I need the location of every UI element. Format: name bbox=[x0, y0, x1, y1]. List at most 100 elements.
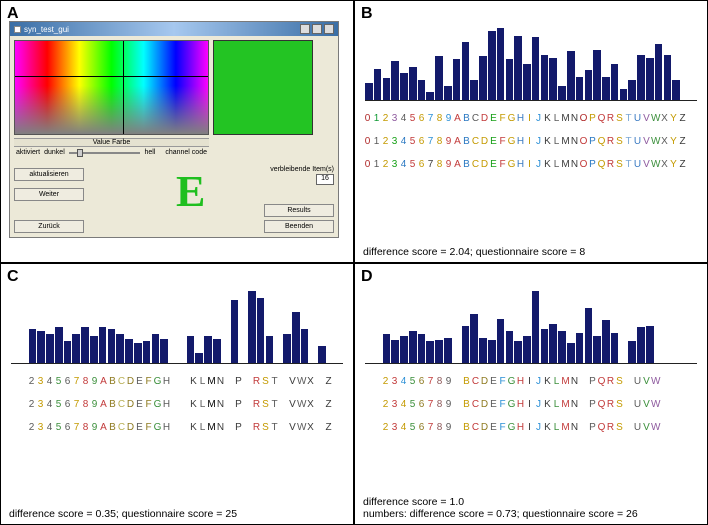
char: S bbox=[615, 159, 624, 170]
char: G bbox=[153, 422, 162, 433]
bar bbox=[593, 336, 601, 362]
char: B bbox=[462, 159, 471, 170]
char bbox=[678, 376, 687, 387]
window-controls bbox=[300, 24, 334, 34]
max-button[interactable] bbox=[312, 24, 322, 34]
bar bbox=[213, 339, 221, 363]
char: O bbox=[579, 136, 588, 147]
bar bbox=[418, 80, 426, 100]
bar bbox=[435, 340, 443, 363]
char: 1 bbox=[372, 113, 381, 124]
char bbox=[363, 422, 372, 433]
char: Z bbox=[678, 159, 687, 170]
char: 9 bbox=[444, 422, 453, 433]
char bbox=[678, 422, 687, 433]
bar bbox=[187, 336, 195, 362]
char: 5 bbox=[408, 422, 417, 433]
char: 2 bbox=[381, 422, 390, 433]
char: L bbox=[552, 422, 561, 433]
char: Q bbox=[597, 422, 606, 433]
char: E bbox=[135, 422, 144, 433]
char: 7 bbox=[426, 376, 435, 387]
char-row: 23456789 BCDEFGHIJKLMN PQRS UVW bbox=[363, 399, 699, 410]
char: B bbox=[462, 422, 471, 433]
bar bbox=[462, 42, 470, 100]
char: R bbox=[606, 113, 615, 124]
char: M bbox=[561, 399, 570, 410]
char bbox=[279, 422, 288, 433]
bar bbox=[541, 329, 549, 362]
char bbox=[669, 399, 678, 410]
char: 7 bbox=[426, 136, 435, 147]
char: C bbox=[471, 159, 480, 170]
btn-weiter[interactable]: Weiter bbox=[14, 188, 84, 201]
char: E bbox=[135, 399, 144, 410]
btn-aktual[interactable]: aktualisieren bbox=[14, 168, 84, 181]
bar bbox=[64, 341, 72, 363]
remaining-value: 16 bbox=[316, 174, 334, 185]
char: Q bbox=[597, 399, 606, 410]
char bbox=[624, 376, 633, 387]
btn-results[interactable]: Results bbox=[264, 204, 334, 217]
char: K bbox=[543, 113, 552, 124]
char: 4 bbox=[399, 136, 408, 147]
char bbox=[279, 376, 288, 387]
char: S bbox=[615, 113, 624, 124]
char: K bbox=[543, 422, 552, 433]
char bbox=[171, 422, 180, 433]
char: K bbox=[189, 399, 198, 410]
char: 9 bbox=[90, 399, 99, 410]
char: H bbox=[162, 376, 171, 387]
char: P bbox=[588, 159, 597, 170]
bar bbox=[488, 340, 496, 363]
value-slider[interactable] bbox=[69, 152, 141, 154]
char: A bbox=[99, 376, 108, 387]
close-button[interactable] bbox=[324, 24, 334, 34]
char: 6 bbox=[63, 399, 72, 410]
char: Y bbox=[669, 159, 678, 170]
btn-zurueck[interactable]: Zurück bbox=[14, 220, 84, 233]
char: F bbox=[498, 136, 507, 147]
char: K bbox=[189, 422, 198, 433]
char: G bbox=[153, 399, 162, 410]
bar bbox=[646, 58, 654, 100]
caption-c: difference score = 0.35; questionnaire s… bbox=[9, 508, 345, 520]
char: 2 bbox=[381, 399, 390, 410]
panel-b: B 0123456789ABCDEFGHIJKLMNOPQRSTUVWXYZ01… bbox=[354, 0, 708, 263]
char: Q bbox=[597, 376, 606, 387]
char: Z bbox=[324, 399, 333, 410]
bar bbox=[514, 36, 522, 100]
char: J bbox=[534, 113, 543, 124]
bar-chart-b bbox=[365, 23, 697, 101]
char bbox=[315, 399, 324, 410]
char: 8 bbox=[81, 422, 90, 433]
char: 9 bbox=[444, 399, 453, 410]
bar bbox=[488, 31, 496, 100]
char: N bbox=[570, 399, 579, 410]
char bbox=[372, 376, 381, 387]
char: 2 bbox=[27, 399, 36, 410]
caption-d-line1: difference score = 1.0 bbox=[363, 496, 464, 508]
char: F bbox=[498, 399, 507, 410]
bar bbox=[81, 327, 89, 363]
char: 5 bbox=[408, 113, 417, 124]
panel-d: D 23456789 BCDEFGHIJKLMN PQRS UVW 234567… bbox=[354, 263, 708, 525]
char: H bbox=[516, 399, 525, 410]
char: M bbox=[561, 159, 570, 170]
min-button[interactable] bbox=[300, 24, 310, 34]
bar bbox=[29, 329, 37, 363]
picker-column: Value Farbe aktiviert dunkel hell channe… bbox=[14, 40, 209, 158]
panel-b-label: B bbox=[361, 5, 373, 23]
char: 8 bbox=[81, 399, 90, 410]
slider-thumb[interactable] bbox=[77, 149, 83, 157]
char: L bbox=[552, 159, 561, 170]
char: N bbox=[570, 113, 579, 124]
char: 0 bbox=[363, 159, 372, 170]
color-picker[interactable] bbox=[14, 40, 209, 135]
bar bbox=[383, 78, 391, 100]
btn-beenden[interactable]: Beenden bbox=[264, 220, 334, 233]
bar bbox=[576, 333, 584, 363]
char: B bbox=[462, 113, 471, 124]
char: K bbox=[189, 376, 198, 387]
bar bbox=[637, 327, 645, 362]
